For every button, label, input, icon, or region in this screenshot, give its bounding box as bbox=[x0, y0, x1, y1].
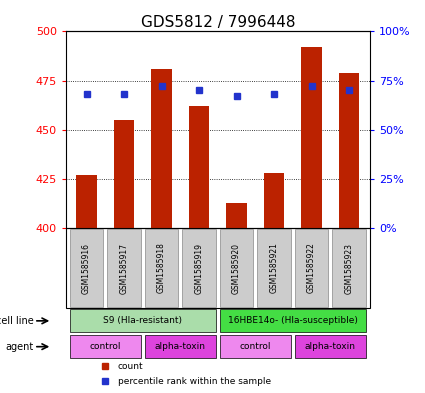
Text: percentile rank within the sample: percentile rank within the sample bbox=[118, 377, 271, 386]
Bar bbox=[226, 202, 247, 228]
FancyBboxPatch shape bbox=[220, 229, 253, 307]
FancyBboxPatch shape bbox=[70, 229, 103, 307]
Text: cell line: cell line bbox=[0, 316, 34, 326]
Text: GSM1585919: GSM1585919 bbox=[195, 242, 204, 294]
Text: GSM1585920: GSM1585920 bbox=[232, 242, 241, 294]
FancyBboxPatch shape bbox=[182, 229, 216, 307]
Title: GDS5812 / 7996448: GDS5812 / 7996448 bbox=[141, 15, 295, 30]
FancyBboxPatch shape bbox=[220, 335, 291, 358]
FancyBboxPatch shape bbox=[332, 229, 366, 307]
Text: GSM1585923: GSM1585923 bbox=[345, 242, 354, 294]
Bar bbox=[301, 47, 322, 228]
Bar bbox=[264, 173, 284, 228]
Bar bbox=[339, 73, 360, 228]
Text: 16HBE14o- (Hla-susceptible): 16HBE14o- (Hla-susceptible) bbox=[228, 316, 358, 325]
Text: alpha-toxin: alpha-toxin bbox=[155, 342, 206, 351]
Text: GSM1585918: GSM1585918 bbox=[157, 242, 166, 294]
Text: agent: agent bbox=[6, 342, 34, 352]
Text: alpha-toxin: alpha-toxin bbox=[305, 342, 356, 351]
FancyBboxPatch shape bbox=[144, 335, 216, 358]
Bar bbox=[114, 120, 134, 228]
FancyBboxPatch shape bbox=[295, 335, 366, 358]
FancyBboxPatch shape bbox=[257, 229, 291, 307]
FancyBboxPatch shape bbox=[107, 229, 141, 307]
Bar bbox=[76, 175, 97, 228]
FancyBboxPatch shape bbox=[70, 335, 141, 358]
Text: control: control bbox=[240, 342, 271, 351]
FancyBboxPatch shape bbox=[70, 309, 216, 332]
Text: GSM1585917: GSM1585917 bbox=[119, 242, 128, 294]
Text: count: count bbox=[118, 362, 143, 371]
Text: GSM1585921: GSM1585921 bbox=[269, 242, 278, 294]
Text: GSM1585922: GSM1585922 bbox=[307, 242, 316, 294]
Text: S9 (Hla-resistant): S9 (Hla-resistant) bbox=[103, 316, 182, 325]
Bar bbox=[189, 106, 210, 228]
FancyBboxPatch shape bbox=[220, 309, 366, 332]
Text: control: control bbox=[90, 342, 121, 351]
Text: GSM1585916: GSM1585916 bbox=[82, 242, 91, 294]
FancyBboxPatch shape bbox=[295, 229, 329, 307]
FancyBboxPatch shape bbox=[144, 229, 178, 307]
Bar bbox=[151, 69, 172, 228]
